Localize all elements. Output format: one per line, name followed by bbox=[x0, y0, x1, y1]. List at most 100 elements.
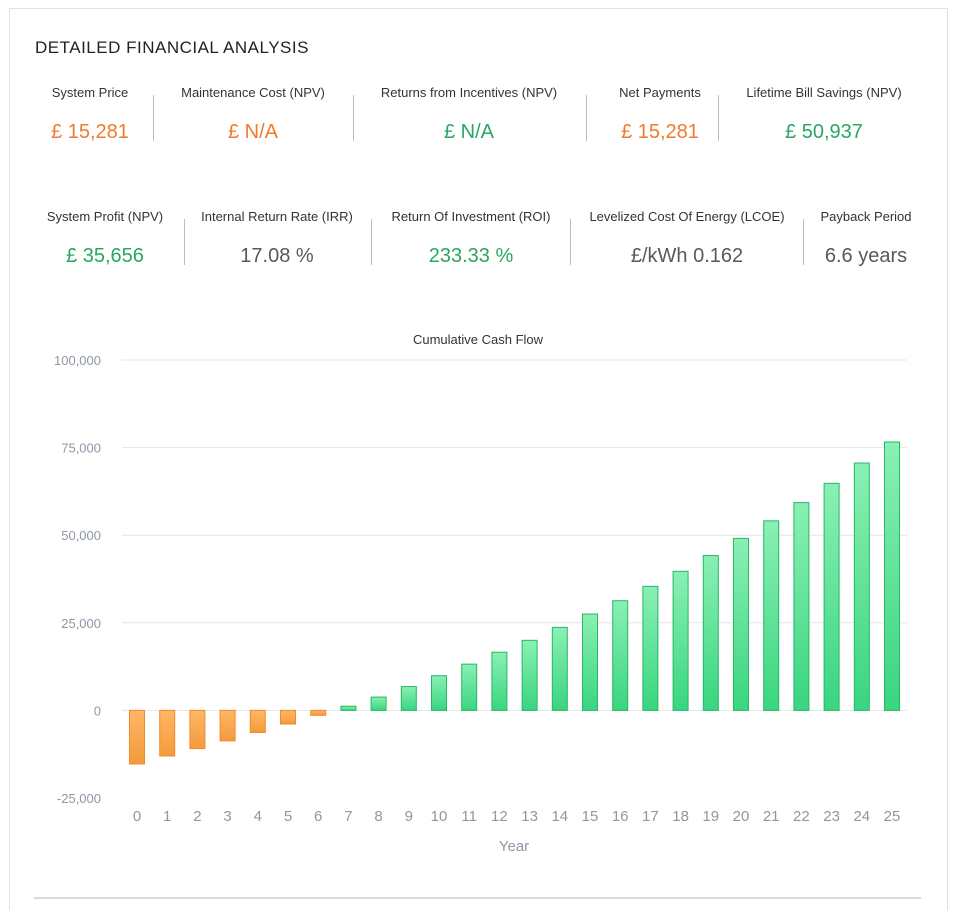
chart-title: Cumulative Cash Flow bbox=[413, 332, 544, 347]
bar-year-2 bbox=[189, 709, 206, 750]
x-tick-label: 19 bbox=[702, 808, 719, 825]
metric-value: £ N/A bbox=[227, 121, 279, 143]
metric-value: £ 15,281 bbox=[51, 121, 129, 143]
x-tick-label: 4 bbox=[254, 808, 262, 825]
bar-year-5 bbox=[280, 709, 296, 725]
metric-lcoe: Levelized Cost Of Energy (LCOE) £/kWh 0.… bbox=[578, 209, 796, 279]
section-title: DETAILED FINANCIAL ANALYSIS bbox=[35, 38, 309, 57]
x-tick-label: 8 bbox=[374, 808, 382, 825]
metric-system-profit: System Profit (NPV) £ 35,656 bbox=[28, 209, 182, 279]
x-tick-label: 25 bbox=[884, 808, 901, 825]
x-axis-label: Year bbox=[499, 838, 529, 855]
bar-year-23 bbox=[823, 482, 840, 711]
chart-bars bbox=[129, 441, 900, 765]
metric-value: 233.33 % bbox=[428, 245, 514, 267]
metrics-row-2: System Profit (NPV) £ 35,656 Internal Re… bbox=[10, 209, 949, 279]
x-tick-label: 6 bbox=[314, 808, 322, 825]
metric-payback-period: Payback Period 6.6 years bbox=[810, 209, 922, 279]
metric-value: £ N/A bbox=[443, 121, 495, 143]
x-tick-label: 15 bbox=[582, 808, 599, 825]
x-tick-label: 1 bbox=[163, 808, 171, 825]
metric-value: £/kWh 0.162 bbox=[630, 245, 744, 267]
bar-year-19 bbox=[702, 555, 719, 711]
y-tick-label: 0 bbox=[94, 703, 101, 718]
bar-year-20 bbox=[733, 537, 749, 711]
metric-value: £ 50,937 bbox=[785, 121, 863, 143]
bar-year-10 bbox=[431, 675, 447, 711]
metric-system-price: System Price £ 15,281 bbox=[28, 85, 152, 155]
metric-divider bbox=[586, 95, 587, 141]
x-tick-label: 24 bbox=[853, 808, 870, 825]
x-tick-label: 18 bbox=[672, 808, 689, 825]
metric-label: Maintenance Cost (NPV) bbox=[181, 85, 325, 100]
y-tick-label: 50,000 bbox=[61, 528, 101, 543]
y-tick-label: 100,000 bbox=[54, 353, 101, 368]
x-tick-label: 9 bbox=[405, 808, 413, 825]
bar-year-17 bbox=[642, 585, 659, 711]
y-axis-ticks: 100,000 75,000 50,000 25,000 0 -25,000 bbox=[54, 353, 101, 806]
y-tick-label: -25,000 bbox=[57, 791, 101, 806]
bar-year-6 bbox=[310, 709, 327, 716]
bar-year-1 bbox=[159, 709, 176, 757]
metric-label: Returns from Incentives (NPV) bbox=[380, 85, 558, 100]
metric-roi: Return Of Investment (ROI) 233.33 % bbox=[380, 209, 562, 279]
metric-maintenance-cost: Maintenance Cost (NPV) £ N/A bbox=[170, 85, 336, 155]
metric-value: £ 35,656 bbox=[66, 245, 144, 267]
bar-year-18 bbox=[672, 570, 689, 711]
y-tick-label: 75,000 bbox=[61, 441, 101, 456]
metric-label: Payback Period bbox=[820, 209, 912, 224]
x-axis-ticks: 0 1 2 3 4 5 6 7 8 9 10 11 12 13 14 15 16 17 18 19 20 21 22 23 24… bbox=[133, 808, 901, 825]
metric-divider bbox=[718, 95, 719, 141]
x-tick-label: 23 bbox=[823, 808, 840, 825]
bar-year-0 bbox=[129, 709, 145, 765]
metric-value: 6.6 years bbox=[824, 245, 908, 267]
metric-divider bbox=[153, 95, 154, 141]
x-tick-label: 16 bbox=[612, 808, 629, 825]
financial-analysis-card: DETAILED FINANCIAL ANALYSIS System Price… bbox=[9, 8, 948, 910]
metric-net-payments: Net Payments £ 15,281 bbox=[598, 85, 722, 155]
x-tick-label: 2 bbox=[193, 808, 201, 825]
chart-grid bbox=[122, 359, 907, 711]
x-tick-label: 7 bbox=[344, 808, 352, 825]
y-tick-label: 25,000 bbox=[61, 616, 101, 631]
x-tick-label: 22 bbox=[793, 808, 810, 825]
bar-year-11 bbox=[461, 663, 478, 711]
x-tick-label: 20 bbox=[733, 808, 750, 825]
metric-label: System Profit (NPV) bbox=[46, 209, 164, 224]
metric-label: Internal Return Rate (IRR) bbox=[201, 209, 353, 224]
bar-year-4 bbox=[249, 709, 266, 733]
metric-label: Levelized Cost Of Energy (LCOE) bbox=[589, 209, 785, 224]
metric-label: Lifetime Bill Savings (NPV) bbox=[746, 85, 902, 100]
bar-year-21 bbox=[763, 520, 780, 711]
x-tick-label: 0 bbox=[133, 808, 141, 825]
bar-year-13 bbox=[521, 639, 538, 711]
bar-year-25 bbox=[884, 441, 900, 711]
x-tick-label: 10 bbox=[431, 808, 448, 825]
metrics-row-1: System Price £ 15,281 Maintenance Cost (… bbox=[10, 85, 949, 155]
x-tick-label: 14 bbox=[551, 808, 568, 825]
metric-divider bbox=[353, 95, 354, 141]
metric-label: System Price bbox=[51, 85, 129, 100]
metric-lifetime-bill-savings: Lifetime Bill Savings (NPV) £ 50,937 bbox=[732, 85, 916, 155]
metric-irr: Internal Return Rate (IRR) 17.08 % bbox=[192, 209, 362, 279]
bar-year-15 bbox=[582, 613, 598, 711]
bar-year-12 bbox=[491, 651, 508, 711]
bar-year-9 bbox=[400, 686, 417, 711]
x-tick-label: 13 bbox=[521, 808, 538, 825]
metric-returns-incentives: Returns from Incentives (NPV) £ N/A bbox=[370, 85, 568, 155]
bar-year-22 bbox=[793, 502, 810, 711]
x-tick-label: 21 bbox=[763, 808, 780, 825]
bottom-divider bbox=[34, 897, 921, 899]
x-tick-label: 17 bbox=[642, 808, 659, 825]
bar-year-14 bbox=[551, 626, 568, 711]
bar-year-16 bbox=[612, 600, 629, 711]
bar-year-24 bbox=[853, 462, 870, 711]
x-tick-label: 3 bbox=[223, 808, 231, 825]
metric-divider bbox=[570, 219, 571, 265]
x-tick-label: 5 bbox=[284, 808, 292, 825]
metric-value: £ 15,281 bbox=[621, 121, 699, 143]
x-tick-label: 11 bbox=[461, 808, 477, 825]
metric-divider bbox=[184, 219, 185, 265]
x-tick-label: 12 bbox=[491, 808, 508, 825]
metric-divider bbox=[803, 219, 804, 265]
